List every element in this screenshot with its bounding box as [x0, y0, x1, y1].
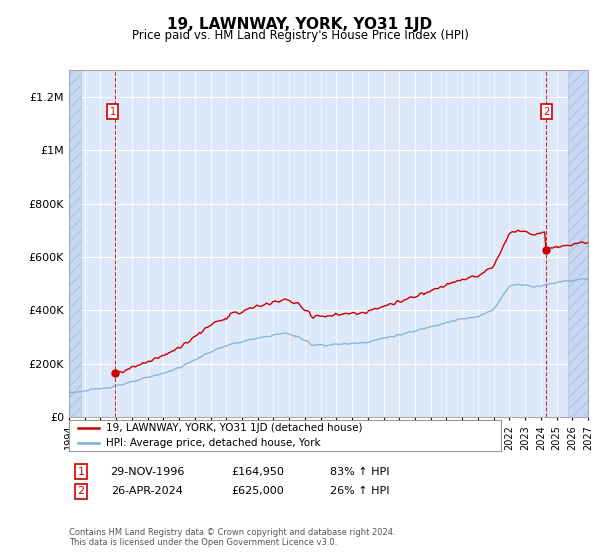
Text: Price paid vs. HM Land Registry's House Price Index (HPI): Price paid vs. HM Land Registry's House …	[131, 29, 469, 42]
Text: 26-APR-2024: 26-APR-2024	[111, 486, 183, 496]
Text: 83% ↑ HPI: 83% ↑ HPI	[330, 466, 390, 477]
Text: 2: 2	[544, 106, 550, 116]
Text: 29-NOV-1996: 29-NOV-1996	[110, 466, 184, 477]
Text: £164,950: £164,950	[232, 466, 284, 477]
Text: 19, LAWNWAY, YORK, YO31 1JD: 19, LAWNWAY, YORK, YO31 1JD	[167, 17, 433, 32]
Text: 2: 2	[77, 486, 85, 496]
Text: 26% ↑ HPI: 26% ↑ HPI	[330, 486, 390, 496]
Bar	[568, 70, 588, 417]
Text: £625,000: £625,000	[232, 486, 284, 496]
Text: 19, LAWNWAY, YORK, YO31 1JD (detached house): 19, LAWNWAY, YORK, YO31 1JD (detached ho…	[106, 423, 362, 433]
Text: 1: 1	[77, 466, 85, 477]
Text: 1: 1	[110, 106, 116, 116]
Text: HPI: Average price, detached house, York: HPI: Average price, detached house, York	[106, 438, 320, 448]
Bar	[69, 70, 81, 417]
Text: Contains HM Land Registry data © Crown copyright and database right 2024.
This d: Contains HM Land Registry data © Crown c…	[69, 528, 395, 547]
